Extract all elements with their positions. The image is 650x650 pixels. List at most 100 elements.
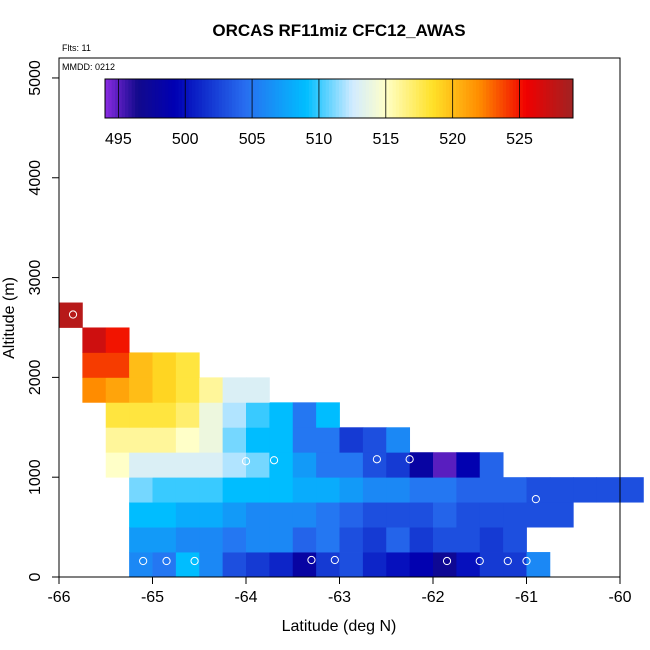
colorbar-swatch (476, 79, 480, 118)
colorbar-swatch (161, 79, 166, 118)
y-tick-label: 0 (27, 572, 44, 581)
colorbar-swatch (429, 79, 434, 118)
colorbar-swatch (165, 79, 170, 118)
heatmap-cell (129, 552, 153, 578)
heatmap-cell (105, 327, 130, 353)
colorbar-swatch (208, 79, 213, 118)
heatmap-cell (269, 502, 294, 528)
heatmap-cell (456, 477, 481, 503)
colorbar-swatch (449, 79, 454, 118)
heatmap-cell (175, 352, 200, 378)
heatmap-cell (526, 502, 551, 528)
heatmap-cell (573, 477, 598, 503)
heatmap-cell (199, 402, 224, 428)
sample-point (372, 455, 381, 464)
colorbar-swatch (355, 79, 360, 118)
colorbar-swatch (275, 79, 280, 118)
heatmap-cell (292, 477, 317, 503)
colorbar-swatch (552, 79, 557, 118)
colorbar-swatch (121, 79, 126, 118)
heatmap-cell (456, 527, 481, 553)
colorbar-swatch (131, 79, 136, 118)
heatmap-cell (503, 502, 527, 528)
heatmap-cell (152, 477, 177, 503)
heatmap-cell (152, 552, 177, 578)
colorbar-swatch (288, 79, 293, 118)
colorbar-swatch (175, 79, 180, 118)
colorbar-swatch (211, 79, 216, 118)
colorbar-swatch (499, 79, 504, 118)
y-tick-label: 1000 (27, 459, 44, 495)
heatmap-cell (246, 502, 270, 528)
flights-annotation: Flts: 11 (62, 43, 91, 53)
sample-point (503, 556, 512, 566)
colorbar-swatch (262, 79, 266, 118)
heatmap-cell (105, 377, 130, 403)
colorbar-swatch (155, 79, 159, 118)
y-tick-label: 2000 (27, 359, 44, 395)
sample-point (307, 555, 316, 565)
heatmap-cell (246, 552, 270, 578)
colorbar-swatch (125, 79, 129, 118)
colorbar-swatch (466, 79, 470, 118)
colorbar-tick-label: 495 (105, 131, 132, 148)
colorbar-swatch (158, 79, 163, 118)
colorbar-frame (104, 78, 574, 119)
colorbar-swatch (228, 79, 233, 118)
heatmap-cell (175, 552, 200, 578)
heatmap-cell (339, 477, 364, 503)
x-tick-label: -63 (328, 589, 351, 606)
heatmap-cell (152, 452, 177, 478)
heatmap-cells (59, 302, 644, 578)
colorbar: 495 500 505 510 515 520 525 (104, 78, 574, 148)
colorbar-swatch (148, 79, 153, 118)
colorbar-swatch (242, 79, 246, 118)
heatmap-cell (105, 427, 130, 453)
heatmap-cell (339, 527, 364, 553)
colorbar-swatch (546, 79, 551, 118)
colorbar-swatch (365, 79, 370, 118)
heatmap-cell (175, 377, 200, 403)
heatmap-cell (433, 552, 457, 578)
heatmap-cell (222, 477, 247, 503)
heatmap-cell (129, 377, 153, 403)
colorbar-swatch (389, 79, 393, 118)
colorbar-swatch (542, 79, 547, 118)
colorbar-swatch (395, 79, 400, 118)
heatmap-cell (433, 527, 457, 553)
heatmap-cell (199, 477, 224, 503)
sample-point (330, 555, 339, 565)
colorbar-swatch (566, 79, 571, 118)
colorbar-swatch (379, 79, 383, 118)
colorbar-swatch (278, 79, 283, 118)
heatmap-cell (82, 352, 107, 378)
x-tick-label: -61 (515, 589, 538, 606)
colorbar-swatch (382, 79, 387, 118)
colorbar-swatch (496, 79, 500, 118)
colorbar-swatch (145, 79, 149, 118)
sample-point (241, 457, 251, 466)
colorbar-swatch (435, 79, 440, 118)
heatmap-cell (433, 502, 457, 528)
heatmap-cell (316, 527, 340, 553)
colorbar-swatch (369, 79, 373, 118)
colorbar-swatch (191, 79, 196, 118)
colorbar-tick-label: 520 (439, 131, 466, 148)
colorbar-swatch (519, 79, 524, 118)
colorbar-swatch (105, 79, 109, 118)
heatmap-cell (456, 452, 481, 478)
heatmap-cell (129, 502, 153, 528)
colorbar-swatch (362, 79, 367, 118)
x-tick-label: -62 (421, 589, 444, 606)
heatmap-cell (479, 527, 504, 553)
colorbar-swatch (108, 79, 113, 118)
heatmap-cell (433, 452, 457, 478)
heatmap-cell (479, 452, 504, 478)
colorbar-swatch (402, 79, 407, 118)
colorbar-swatch (486, 79, 490, 118)
heatmap-cell (269, 402, 294, 428)
heatmap-cell (129, 402, 153, 428)
sample-point (405, 455, 414, 464)
heatmap-cell (316, 402, 340, 428)
